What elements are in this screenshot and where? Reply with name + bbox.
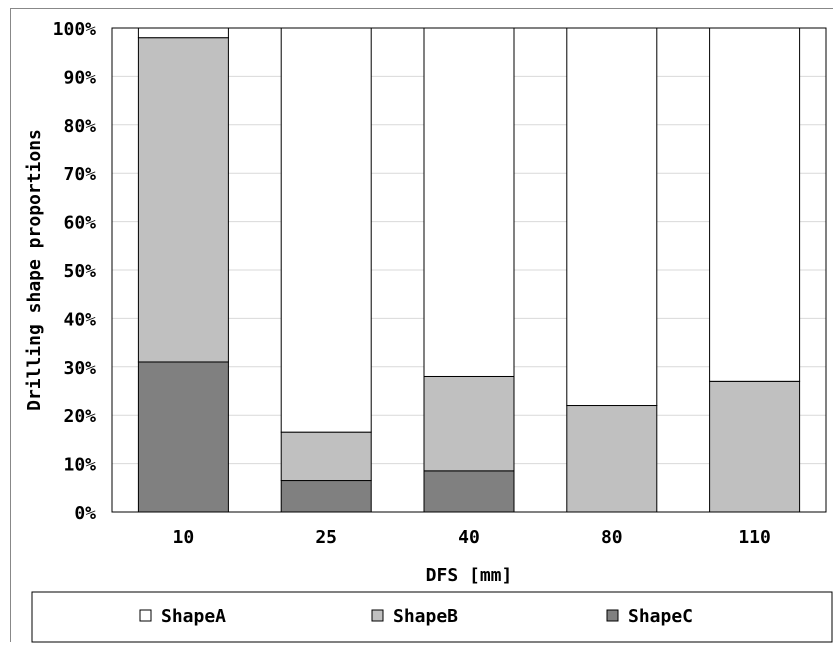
bar-shapea-110 [709, 27, 801, 382]
bar-shapea-40 [423, 27, 515, 377]
y-tick-label: 50% [63, 261, 96, 282]
legend-swatch-shapea [139, 609, 152, 622]
bar-shapeb-25 [280, 431, 372, 482]
y-tick-label: 20% [63, 406, 96, 427]
y-tick-label: 80% [63, 116, 96, 137]
bar-shapeb-80 [566, 405, 658, 513]
y-tick-labels: 0% 10% 20% 30% 40% 50% 60% 70% 80% 90% 100% [53, 19, 97, 524]
x-tick-labels: 10 25 40 80 110 [173, 527, 771, 548]
x-tick-label: 25 [315, 527, 337, 548]
plot-area-border [111, 27, 827, 513]
x-tick-label: 110 [738, 527, 771, 548]
y-tick-label: 60% [63, 213, 96, 234]
y-axis-label: Drilling shape proportions [24, 129, 45, 411]
y-tick-label: 30% [63, 358, 96, 379]
x-tick-label: 40 [458, 527, 480, 548]
legend-label-shapeb: ShapeB [393, 606, 458, 627]
bar-shapeb-40 [423, 375, 515, 472]
y-tick-label: 10% [63, 455, 96, 476]
bar-shapeb-110 [709, 380, 801, 513]
x-tick-label: 10 [173, 527, 195, 548]
legend-label-shapec: ShapeC [628, 606, 693, 627]
chart-frame [10, 8, 833, 642]
bar-shapea-10 [137, 27, 229, 39]
y-tick-label: 70% [63, 164, 96, 185]
y-tick-label: 0% [74, 503, 96, 524]
bars [137, 27, 801, 513]
legend [31, 591, 833, 643]
y-tick-label: 40% [63, 309, 96, 330]
legend-items: ShapeA ShapeB ShapeC [139, 606, 693, 627]
bar-shapea-25 [280, 27, 372, 433]
legend-swatch-shapec [606, 609, 619, 622]
bar-shapec-40 [423, 470, 515, 513]
y-tick-label: 90% [63, 67, 96, 88]
legend-label-shapea: ShapeA [161, 606, 226, 627]
x-axis-label: DFS [mm] [426, 565, 513, 586]
bar-shapea-80 [566, 27, 658, 407]
y-tick-label: 100% [53, 19, 97, 40]
x-tick-label: 80 [601, 527, 623, 548]
bar-shapec-25 [280, 480, 372, 513]
bar-shapeb-10 [137, 37, 229, 363]
bar-shapec-10 [137, 361, 229, 513]
legend-swatch-shapeb [371, 609, 384, 622]
